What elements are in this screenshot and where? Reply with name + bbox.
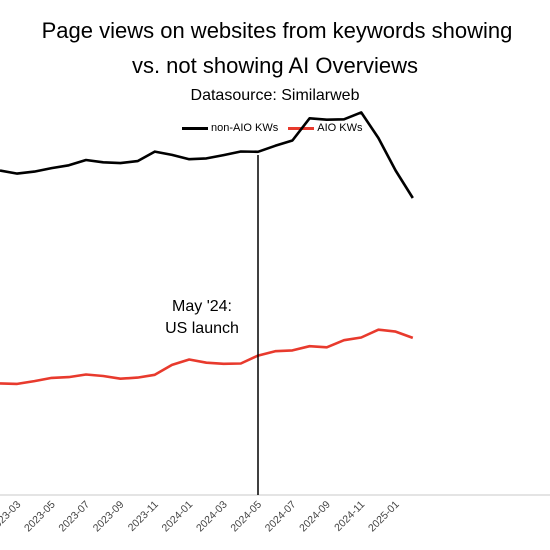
chart-subtitle: Datasource: Similarweb: [190, 87, 360, 104]
chart-title-line-2: vs. not showing AI Overviews: [131, 53, 419, 78]
x-tick-label: 2024-05: [228, 499, 264, 535]
x-tick-label: 2024-11: [332, 499, 367, 534]
legend-label-aio: AIO KWs: [317, 122, 363, 134]
legend-swatch-non-aio: [182, 126, 208, 130]
x-tick-label: 2025-01: [366, 499, 402, 535]
x-tick-label: 2024-09: [297, 499, 333, 535]
x-tick-label: 2023-03: [0, 499, 23, 535]
x-tick-label: 2023-11: [126, 499, 161, 534]
series-line-aio: [0, 328, 414, 386]
x-tick-label: 2023-09: [91, 499, 127, 535]
legend-entry-non-aio: non-AIO KWs: [182, 122, 278, 134]
annotation-line-1: May '24:: [172, 298, 232, 315]
x-tick-label: 2024-03: [194, 499, 230, 535]
x-tick-label: 2023-05: [22, 499, 58, 535]
series-line-non-aio: [0, 111, 414, 199]
annotation-line-2: US launch: [165, 320, 239, 337]
x-tick-label: 2024-01: [160, 499, 196, 535]
chart-title-line-1: Page views on websites from keywords sho…: [41, 18, 513, 43]
x-tick-label: 2024-07: [263, 499, 299, 535]
legend-label-non-aio: non-AIO KWs: [211, 122, 279, 134]
x-tick-label: 2023-07: [56, 499, 92, 535]
